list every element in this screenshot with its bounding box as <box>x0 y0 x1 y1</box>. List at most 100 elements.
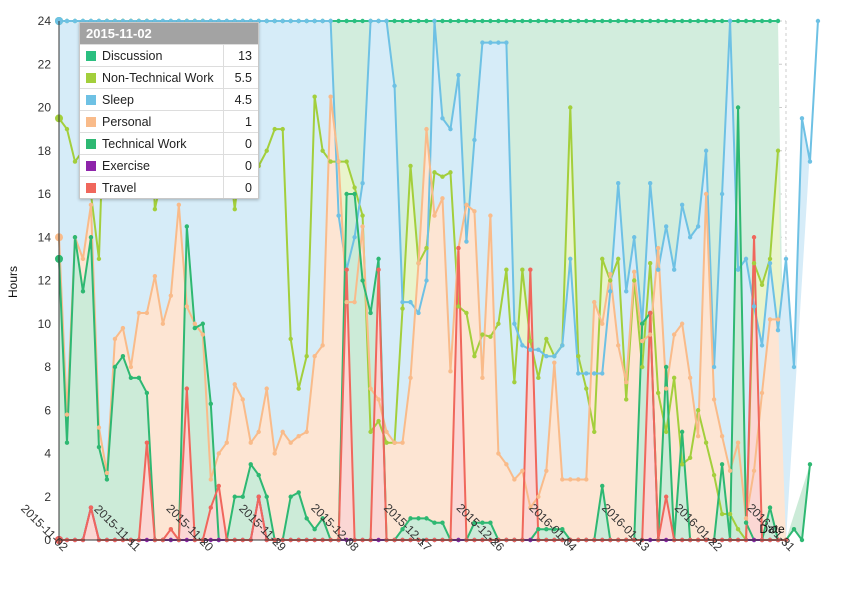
data-point <box>209 505 213 509</box>
data-point <box>752 235 756 239</box>
tooltip-series-value: 13 <box>224 45 259 67</box>
legend-swatch <box>86 139 96 149</box>
data-point <box>584 477 588 481</box>
data-point <box>193 322 197 326</box>
data-point <box>440 116 444 120</box>
tooltip-series-label: Exercise <box>102 159 150 173</box>
data-point <box>808 159 812 163</box>
data-point <box>456 246 460 250</box>
data-point <box>97 445 101 449</box>
data-point <box>776 19 780 23</box>
data-point <box>288 440 292 444</box>
data-point <box>320 343 324 347</box>
y-tick-label: 12 <box>38 274 52 288</box>
data-point <box>720 192 724 196</box>
data-point <box>608 278 612 282</box>
data-point <box>648 19 652 23</box>
tooltip-row: Technical Work 0 <box>80 133 258 155</box>
data-point <box>616 343 620 347</box>
data-point <box>265 495 269 499</box>
data-point <box>169 527 173 531</box>
data-point <box>384 19 388 23</box>
data-point <box>193 326 197 330</box>
data-point <box>768 19 772 23</box>
data-point <box>400 306 404 310</box>
tooltip-series: Non-Technical Work <box>80 67 224 89</box>
data-point <box>360 224 364 228</box>
tooltip-series-label: Discussion <box>102 49 162 63</box>
data-point <box>616 19 620 23</box>
data-point <box>600 19 604 23</box>
data-point <box>528 339 532 343</box>
data-point <box>744 521 748 525</box>
data-point <box>217 451 221 455</box>
hover-tooltip: 2015-11-02 Discussion 13 Non-Technical Wor… <box>79 22 259 199</box>
data-point <box>624 289 628 293</box>
data-point <box>432 521 436 525</box>
data-point <box>592 430 596 434</box>
data-point <box>336 159 340 163</box>
data-point <box>416 516 420 520</box>
tooltip-series-label: Non-Technical Work <box>102 71 214 85</box>
data-point <box>704 440 708 444</box>
data-point <box>752 261 756 265</box>
data-point <box>552 19 556 23</box>
tooltip-series-label: Technical Work <box>102 137 187 151</box>
data-point <box>376 397 380 401</box>
tooltip-series-value: 1 <box>224 111 259 133</box>
data-point <box>400 19 404 23</box>
data-point <box>432 213 436 217</box>
data-point <box>312 19 316 23</box>
data-point <box>560 477 564 481</box>
legend-swatch <box>86 51 96 61</box>
data-point <box>296 490 300 494</box>
y-tick-label: 2 <box>44 490 51 504</box>
data-point <box>776 317 780 321</box>
data-point <box>664 19 668 23</box>
data-point <box>640 322 644 326</box>
data-point <box>257 473 261 477</box>
data-point <box>616 257 620 261</box>
data-point <box>504 267 508 271</box>
data-point <box>352 300 356 304</box>
data-point <box>320 19 324 23</box>
data-point <box>664 386 668 390</box>
data-point <box>368 430 372 434</box>
data-point <box>520 343 524 347</box>
data-point <box>656 19 660 23</box>
data-point <box>720 19 724 23</box>
y-tick-label: 8 <box>44 360 51 374</box>
data-point <box>488 335 492 339</box>
data-point <box>81 289 85 293</box>
data-point <box>400 300 404 304</box>
data-point <box>304 354 308 358</box>
data-point <box>265 149 269 153</box>
data-point <box>720 434 724 438</box>
data-point <box>488 40 492 44</box>
data-point <box>273 451 277 455</box>
data-point <box>360 278 364 282</box>
y-tick-label: 16 <box>38 187 52 201</box>
data-point <box>177 203 181 207</box>
data-point <box>712 473 716 477</box>
tooltip-series: Discussion <box>80 45 224 67</box>
data-point <box>448 127 452 131</box>
tooltip-row: Sleep 4.5 <box>80 89 258 111</box>
tooltip-series-label: Sleep <box>102 93 134 107</box>
data-point <box>720 462 724 466</box>
data-point <box>736 105 740 109</box>
data-point <box>736 527 740 531</box>
data-point <box>352 19 356 23</box>
data-point <box>520 267 524 271</box>
data-point <box>472 138 476 142</box>
data-point <box>129 365 133 369</box>
data-point <box>528 267 532 271</box>
data-point <box>432 170 436 174</box>
data-point <box>688 456 692 460</box>
data-point <box>209 477 213 481</box>
legend-swatch <box>86 73 96 83</box>
data-point <box>672 376 676 380</box>
tooltip-series-label: Travel <box>102 181 136 195</box>
tooltip-series-label: Personal <box>102 115 151 129</box>
data-point <box>584 386 588 390</box>
